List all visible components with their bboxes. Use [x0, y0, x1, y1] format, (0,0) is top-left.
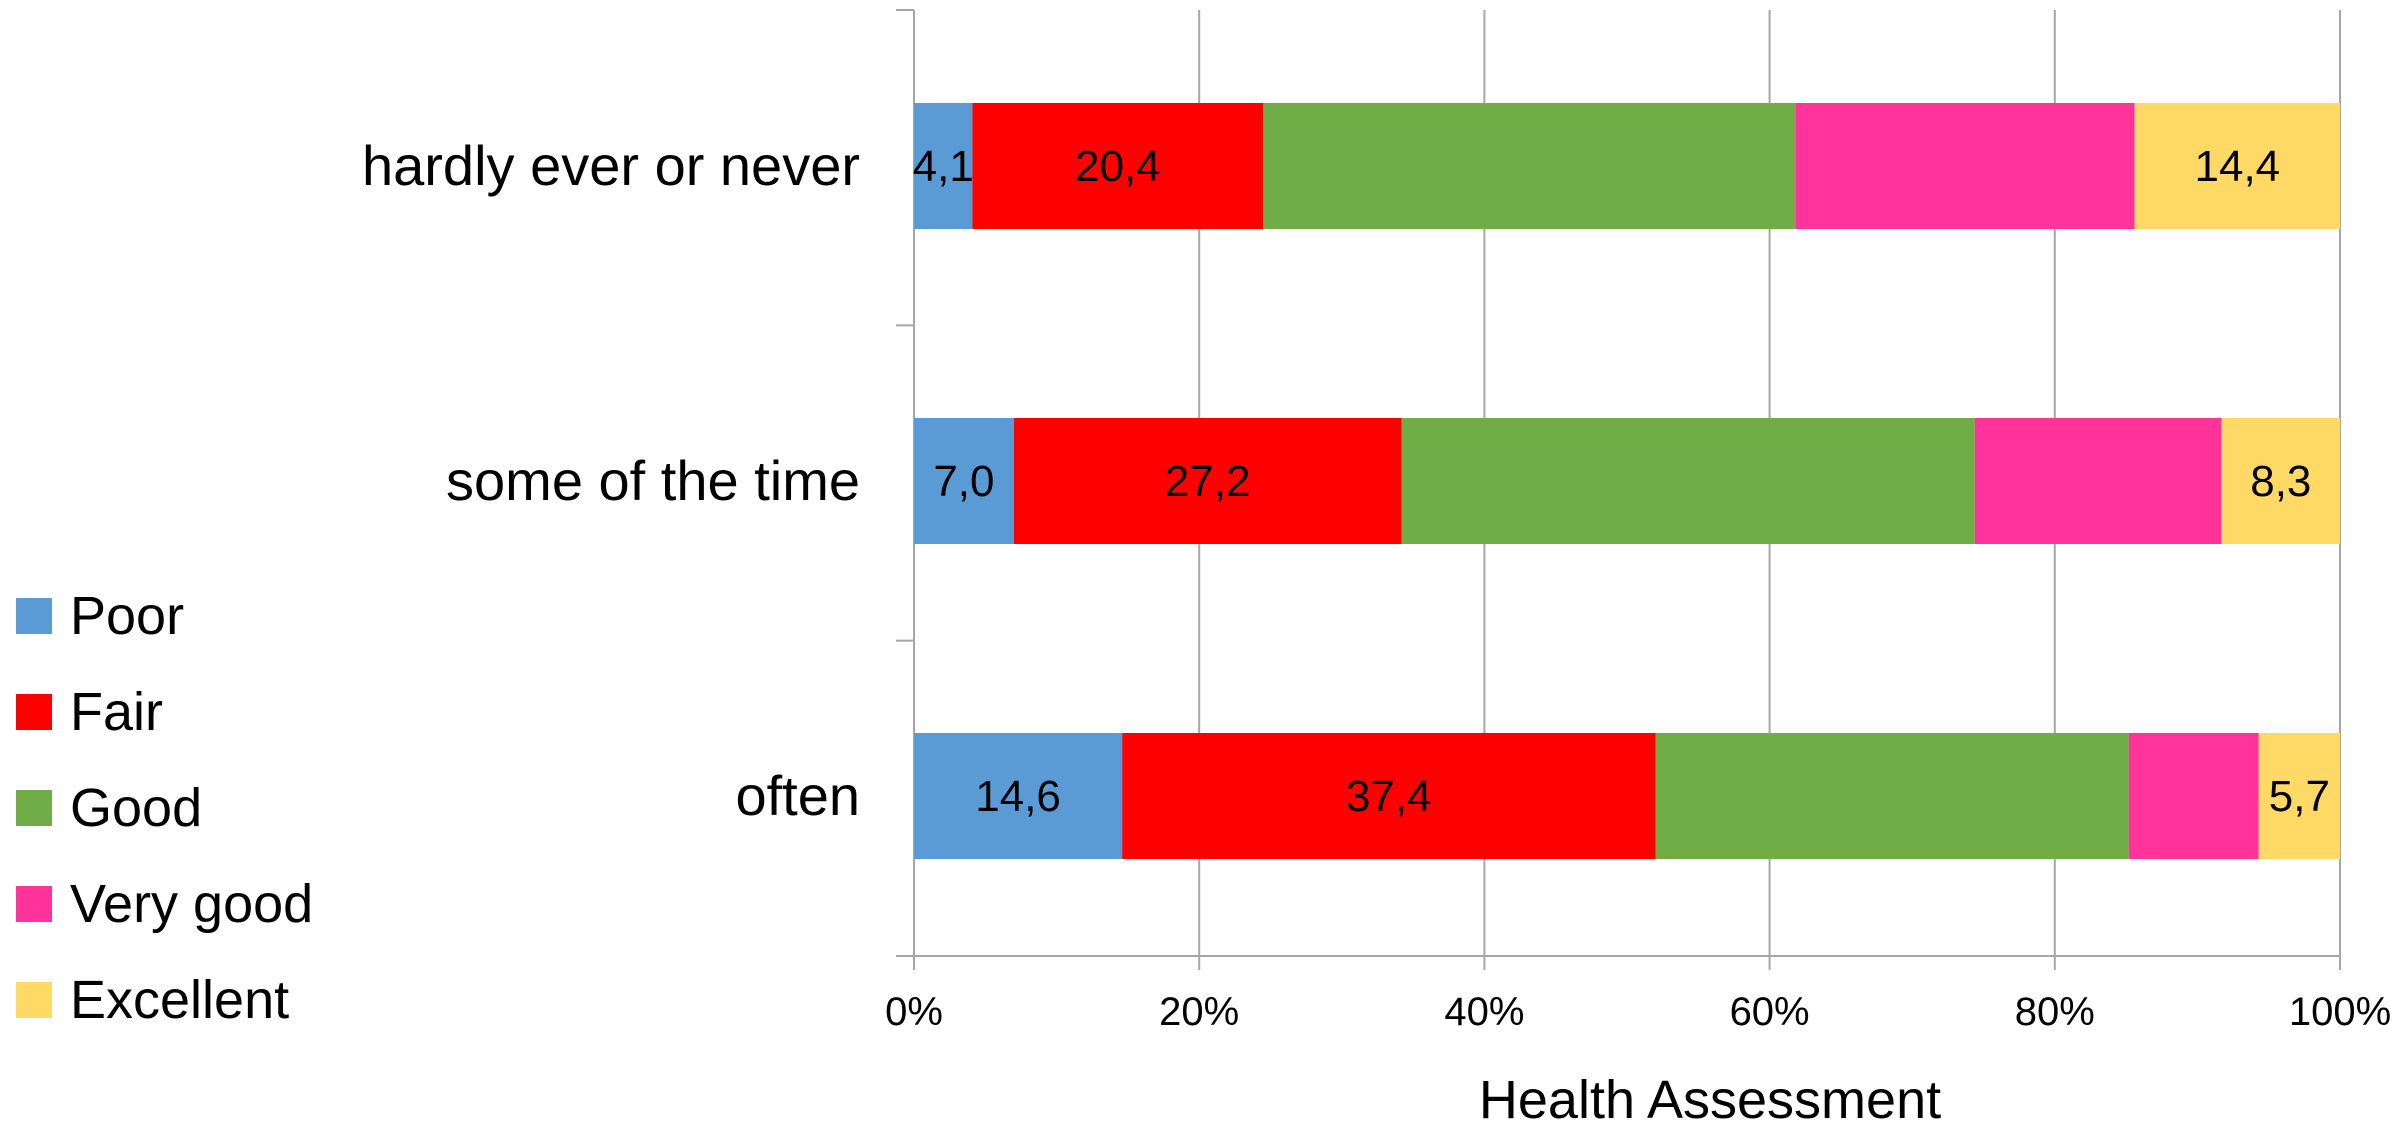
legend-label: Fair	[70, 682, 163, 742]
bars	[914, 103, 2340, 859]
legend-label: Excellent	[70, 970, 290, 1030]
data-label: 20,4	[1075, 142, 1161, 191]
data-label: 14,4	[2195, 142, 2281, 191]
bar-segment	[1122, 733, 1656, 859]
data-label: 4,1	[913, 142, 974, 191]
bar-segment	[914, 733, 1123, 859]
legend-swatch	[16, 886, 52, 922]
bar-segment	[2134, 103, 2340, 229]
bar-segment	[2221, 418, 2340, 544]
data-label: 7,0	[933, 457, 994, 506]
data-label: 8,3	[2250, 457, 2311, 506]
data-label: 14,6	[975, 772, 1061, 821]
x-tick-label: 40%	[1444, 990, 1524, 1034]
category-label: often	[735, 764, 860, 827]
x-tick-label: 80%	[2015, 990, 2095, 1034]
legend-swatch	[16, 982, 52, 1018]
legend-item: Fair	[16, 664, 376, 760]
legend-swatch	[16, 598, 52, 634]
legend-swatch	[16, 694, 52, 730]
x-axis-title: Health Assessment	[1479, 1070, 1941, 1130]
legend-item: Very good	[16, 856, 376, 952]
x-tick-label: 0%	[885, 990, 943, 1034]
legend-item: Good	[16, 760, 376, 856]
category-label: hardly ever or never	[362, 134, 860, 197]
bar-segment	[1013, 418, 1402, 544]
data-label: 37,4	[1346, 772, 1432, 821]
legend-item: Poor	[16, 568, 376, 664]
x-tick-labels: 0% 20% 40% 60% 80% 100%	[885, 990, 2391, 1034]
x-tick-label: 100%	[2289, 990, 2391, 1034]
bar-segment	[2258, 733, 2340, 859]
legend-item: Excellent	[16, 952, 376, 1048]
bar-segment	[1974, 418, 2222, 544]
bar-segment	[1655, 733, 2129, 859]
x-tick-label: 60%	[1730, 990, 1810, 1034]
bar-segment	[1263, 103, 1796, 229]
bar-segment	[914, 418, 1014, 544]
data-label: 27,2	[1165, 457, 1251, 506]
x-tick-label: 20%	[1159, 990, 1239, 1034]
category-label: some of the time	[446, 449, 860, 512]
bar-segment	[2128, 733, 2259, 859]
data-label: 5,7	[2269, 772, 2330, 821]
bar-segment	[914, 103, 973, 229]
legend-label: Poor	[70, 586, 185, 646]
legend-swatch	[16, 790, 52, 826]
legend: Poor Fair Good Very good Excellent	[16, 568, 376, 1048]
data-labels: 4,1 20,4 14,4 7,0 27,2 8,3 14,6 37,4 5,7	[913, 142, 2330, 821]
category-labels: hardly ever or never some of the time ofte…	[362, 134, 860, 827]
legend-label: Very good	[70, 874, 314, 934]
bar-segment	[972, 103, 1264, 229]
bar-segment	[1795, 103, 2135, 229]
bar-segment	[1401, 418, 1975, 544]
legend-label: Good	[70, 778, 203, 838]
